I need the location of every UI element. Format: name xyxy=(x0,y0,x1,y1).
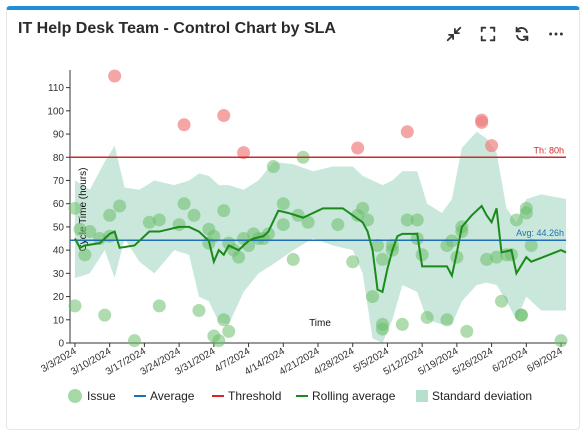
issue-point xyxy=(356,201,370,215)
issue-point xyxy=(217,204,231,218)
issue-point xyxy=(509,213,523,227)
issue-point xyxy=(410,213,424,227)
fullscreen-icon[interactable] xyxy=(478,24,498,44)
std-deviation-band xyxy=(74,131,567,343)
issue-point xyxy=(83,225,97,239)
x-tick-label: 3/31/2024 xyxy=(173,346,217,378)
issue-point xyxy=(480,252,494,266)
issue-point xyxy=(93,232,107,246)
issue-point xyxy=(78,248,92,262)
issue-point xyxy=(460,324,474,338)
legend-item-label: Rolling average xyxy=(312,389,396,403)
issue-point xyxy=(207,229,221,243)
threshold-label: Th: 80h xyxy=(533,145,564,155)
collapse-icon[interactable] xyxy=(444,24,464,44)
y-axis-title: Cycle Time (hours) xyxy=(78,168,89,252)
issue-point xyxy=(177,118,191,132)
issue-point xyxy=(375,322,389,336)
issue-point xyxy=(152,213,166,227)
y-tick-label: 40 xyxy=(53,246,65,257)
y-tick-label: 20 xyxy=(53,292,65,303)
issue-point xyxy=(371,238,385,252)
card-toolbar xyxy=(444,24,566,44)
y-tick-label: 70 xyxy=(53,176,65,187)
x-tick-label: 4/28/2024 xyxy=(312,346,356,378)
legend-item-label: Threshold xyxy=(228,389,281,403)
issue-point xyxy=(242,238,256,252)
issue-point xyxy=(286,252,300,266)
x-tick-label: 6/9/2024 xyxy=(525,346,565,375)
average-label: Avg: 44.26h xyxy=(516,228,564,238)
x-axis-title: Time xyxy=(309,318,331,329)
legend-issue-marker xyxy=(68,389,82,403)
issue-point xyxy=(68,201,82,215)
issue-point xyxy=(152,299,166,313)
issue-point xyxy=(142,215,156,229)
issue-point xyxy=(554,334,568,348)
issue-point xyxy=(395,317,409,331)
issue-point xyxy=(177,197,191,211)
y-tick-label: 50 xyxy=(53,222,65,233)
issue-point xyxy=(276,197,290,211)
y-tick-label: 110 xyxy=(48,83,64,94)
issue-point xyxy=(98,308,112,322)
issue-point xyxy=(331,218,345,232)
issue-point xyxy=(375,252,389,266)
issue-point xyxy=(475,115,489,129)
issue-point xyxy=(524,238,538,252)
y-tick-label: 30 xyxy=(53,269,65,280)
issue-point xyxy=(420,310,434,324)
issue-point xyxy=(212,334,226,348)
legend-item-label: Average xyxy=(150,389,195,403)
issue-point xyxy=(366,290,380,304)
y-tick-label: 90 xyxy=(53,130,65,141)
issue-point xyxy=(266,160,280,174)
issue-point xyxy=(301,215,315,229)
rolling-average-line xyxy=(74,204,567,294)
legend-item-label: Standard deviation xyxy=(432,389,532,403)
y-tick-label: 10 xyxy=(53,315,65,326)
y-tick-label: 80 xyxy=(53,153,65,164)
issue-point xyxy=(172,218,186,232)
issue-point xyxy=(440,313,454,327)
issue-point xyxy=(187,208,201,222)
issue-point xyxy=(73,222,87,236)
issue-point xyxy=(400,213,414,227)
issue-point xyxy=(495,294,509,308)
issue-point xyxy=(127,334,141,348)
issue-point xyxy=(237,146,251,160)
issue-point xyxy=(232,250,246,264)
issue-point xyxy=(415,248,429,262)
y-tick-label: 0 xyxy=(58,339,64,350)
issue-point xyxy=(103,208,117,222)
issue-point xyxy=(68,299,82,313)
legend-std-marker xyxy=(416,390,428,402)
issue-point xyxy=(261,227,275,241)
issue-point xyxy=(192,303,206,317)
issue-point xyxy=(217,108,231,122)
x-tick-label: 5/26/2024 xyxy=(451,346,495,378)
y-tick-label: 100 xyxy=(47,106,64,117)
issue-point xyxy=(519,206,533,220)
issue-point xyxy=(108,69,122,83)
issue-point xyxy=(346,255,360,269)
issue-point xyxy=(361,213,375,227)
issue-point xyxy=(222,324,236,338)
issue-point xyxy=(514,308,528,322)
issue-point xyxy=(276,218,290,232)
issue-point xyxy=(490,250,504,264)
issue-point xyxy=(485,139,499,153)
issue-point xyxy=(351,141,365,155)
more-icon[interactable] xyxy=(546,24,566,44)
issue-point xyxy=(217,313,231,327)
x-tick-label: 6/2/2024 xyxy=(491,346,531,375)
issue-point xyxy=(113,199,127,213)
y-tick-label: 60 xyxy=(53,199,65,210)
legend-item-label: Issue xyxy=(87,389,116,403)
issue-point xyxy=(400,125,414,139)
card-title: IT Help Desk Team - Control Chart by SLA xyxy=(18,20,336,37)
refresh-icon[interactable] xyxy=(512,24,532,44)
